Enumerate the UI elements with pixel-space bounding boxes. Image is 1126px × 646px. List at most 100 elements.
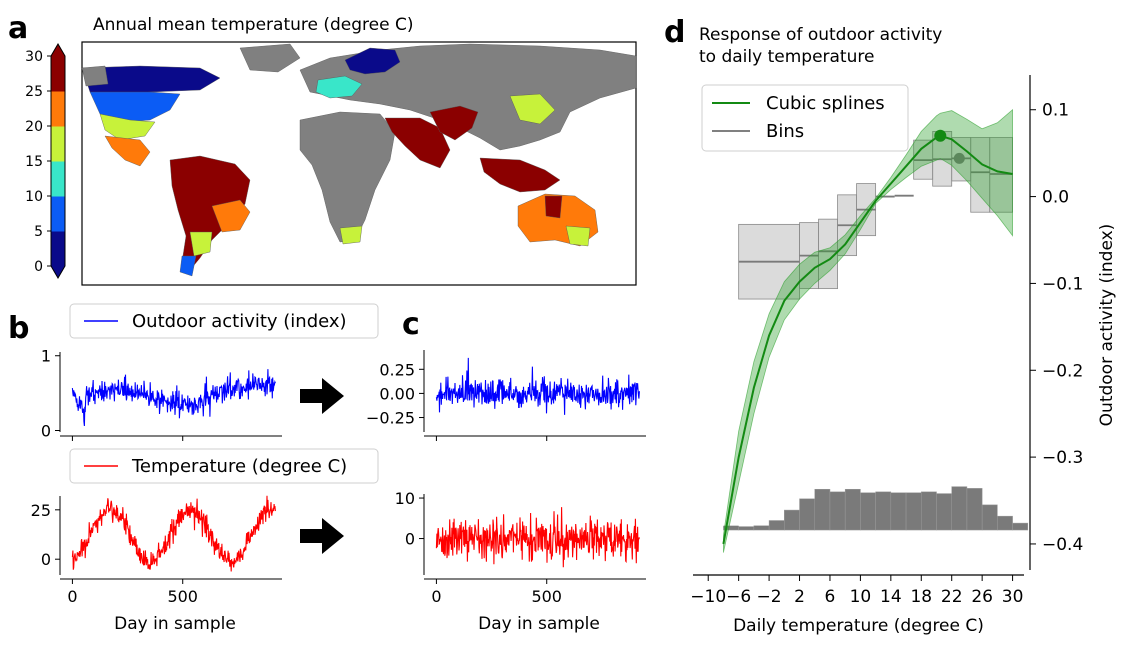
arrow-temperature-head [322, 518, 344, 554]
histogram-bar [997, 515, 1013, 531]
d-x-axis-label: Daily temperature (degree C) [733, 616, 984, 636]
spline-max-point [934, 129, 947, 142]
region-east-asia [509, 93, 556, 125]
region-australia-southeast [565, 225, 591, 247]
d-x-tick-label: −6 [726, 587, 751, 607]
histogram-bar [966, 488, 983, 531]
histogram-bar [799, 498, 815, 531]
world-map [81, 41, 637, 286]
panel-label-b: b [8, 311, 29, 346]
panel-d-title-line-1: Response of outdoor activity [699, 25, 942, 45]
legend-temperature-box [69, 448, 379, 484]
histogram-bar [768, 520, 785, 531]
panel-d-title-line-2: to daily temperature [699, 47, 874, 67]
y-tick-label-c-activity: 0.25 [379, 360, 415, 379]
histogram-bar [951, 486, 968, 531]
region-indonesia [479, 157, 561, 193]
d-x-tick-label: −2 [757, 587, 782, 607]
d-x-tick-label: 22 [941, 587, 963, 607]
colorbar-segment [51, 196, 65, 232]
panel-label-d: d [664, 15, 685, 50]
colorbar-extend-top [51, 44, 65, 56]
colorbar-tick-label: 25 [25, 84, 43, 100]
d-x-tick-label: 14 [880, 587, 902, 607]
arrow-activity-head [322, 378, 344, 414]
colorbar-segment [51, 161, 65, 197]
region-alaska [81, 65, 109, 87]
colorbar-segment [51, 231, 65, 267]
colorbar-tick-label: 0 [34, 259, 43, 275]
legend-activity-box [69, 303, 379, 339]
histogram-bar [829, 491, 846, 531]
histogram-bar [981, 504, 998, 531]
series-line-c-activity [435, 357, 640, 415]
bin-max-point [953, 152, 965, 164]
histogram-bar [814, 488, 831, 531]
map-title: Annual mean temperature (degree C) [93, 15, 414, 35]
d-y-axis-label: Outdoor activity (index) [1097, 224, 1117, 427]
x-axis-label-c-temperature: Day in sample [478, 614, 600, 634]
x-axis-label-b-temperature: Day in sample [114, 614, 236, 634]
colorbar-extend-bottom [51, 266, 65, 278]
histogram-bar [936, 493, 952, 531]
spline-line [722, 134, 1013, 545]
histogram-bar [753, 525, 770, 531]
colorbar-tick-label: 5 [34, 224, 43, 240]
region-southern-africa [339, 225, 363, 245]
histogram-bar [890, 492, 907, 531]
y-tick-label-b-temperature: 25 [31, 501, 51, 520]
region-scandinavia [344, 47, 401, 75]
legend-splines-label: Cubic splines [766, 93, 885, 114]
colorbar-tick-label: 15 [25, 154, 43, 170]
y-tick-label-c-temperature: 0 [405, 530, 415, 549]
arrow-temperature-shaft [300, 529, 326, 543]
histogram-bar [738, 526, 755, 531]
d-y-tick-label: −0.1 [1042, 274, 1083, 294]
y-tick-label-c-temperature: 10 [395, 489, 415, 508]
colorbar-segment [51, 126, 65, 162]
response-chart: −10 −6 −2 2 6 10 14 18 22 26 300.10.0−0.1−0.2−0.3−… [690, 75, 1117, 636]
region-australia-north [544, 195, 563, 219]
spline-confidence-band [723, 108, 1013, 553]
chart-c-activity: 0.25 0.00 −0.25 [366, 350, 646, 441]
d-y-tick-label: −0.4 [1042, 535, 1083, 555]
region-greenland [239, 43, 301, 73]
histogram-bar [921, 491, 937, 531]
d-y-tick-label: −0.3 [1042, 448, 1083, 468]
d-x-tick-label: 18 [910, 587, 932, 607]
panel-label-a: a [8, 11, 28, 46]
d-x-tick-label: −10 [690, 587, 726, 607]
colorbar-tick-label: 30 [25, 49, 43, 65]
d-x-tick-label: 2 [794, 587, 805, 607]
y-tick-label-b-activity: 0 [41, 422, 51, 441]
legend-temperature-label: Temperature (degree C) [131, 456, 347, 477]
x-tick-label-c-temperature: 500 [531, 587, 562, 606]
region-patagonia [179, 255, 197, 277]
series-line-c-temperature [435, 507, 640, 568]
legend-temperature: Temperature (degree C) [69, 448, 379, 484]
region-usa-south [99, 113, 156, 141]
series-line-b-temperature [71, 495, 276, 572]
arrow-activity [300, 378, 344, 414]
region-europe [315, 75, 363, 99]
panel-label-c: c [402, 307, 420, 342]
region-india-north [429, 105, 479, 141]
y-tick-label-c-activity: −0.25 [366, 409, 415, 428]
d-x-tick-label: 6 [825, 587, 836, 607]
series-line-b-activity [71, 369, 276, 427]
d-y-tick-label: −0.2 [1042, 361, 1083, 381]
colorbar: 0 5 10 15 20 25 30 [25, 43, 66, 279]
histogram-bar [844, 488, 861, 531]
response-legend: Cubic splines Bins [701, 84, 909, 152]
colorbar-segment [51, 56, 65, 92]
histogram-bar [1012, 522, 1029, 531]
d-x-tick-label: 10 [850, 587, 872, 607]
legend-bins-label: Bins [766, 121, 804, 142]
x-tick-label-c-temperature: 0 [431, 587, 441, 606]
histogram-bar [860, 492, 876, 531]
y-tick-label-b-activity: 1 [41, 347, 51, 366]
chart-c-temperature: 10 0 0 500 Day in sample [395, 489, 646, 634]
x-tick-label-b-temperature: 0 [67, 587, 77, 606]
legend-activity-label: Outdoor activity (index) [132, 311, 347, 332]
